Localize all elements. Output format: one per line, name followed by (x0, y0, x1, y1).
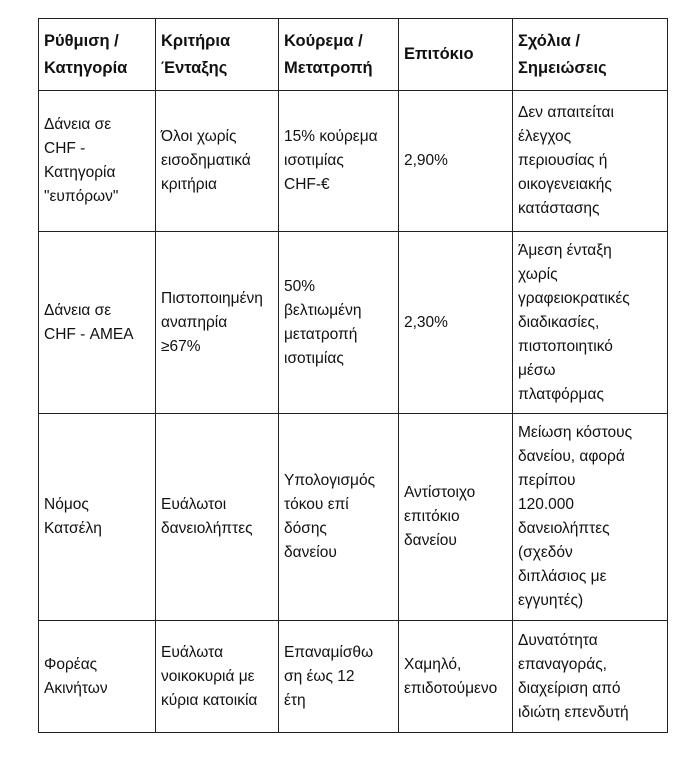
table-cell: 2,90% (398, 90, 513, 232)
header-cell: Κούρεμα / Μετατροπή (278, 18, 399, 91)
table-cell: Δάνεια σε CHF - Κατηγορία "ευπόρων" (38, 90, 156, 232)
table-row: Δάνεια σε CHF - ΑΜΕΑ Πιστοποιημένη αναπη… (38, 231, 668, 414)
table-cell: Χαμηλό, επιδοτούμενο (398, 620, 513, 733)
table-cell: Άμεση ένταξη χωρίς γραφειοκρατικές διαδι… (512, 231, 668, 414)
debt-settlement-table: Ρύθμιση / Κατηγορία Κριτήρια Ένταξης Κού… (38, 18, 668, 733)
header-cell: Ρύθμιση / Κατηγορία (38, 18, 156, 91)
table-cell: Μείωση κόστους δανείου, αφορά περίπου 12… (512, 413, 668, 621)
table-cell: 50% βελτιωμένη μετατροπή ισοτιμίας (278, 231, 399, 414)
header-cell: Επιτόκιο (398, 18, 513, 91)
table-row: Νόμος Κατσέλη Ευάλωτοι δανειολήπτες Υπολ… (38, 413, 668, 621)
table-cell: Επαναμίσθω ση έως 12 έτη (278, 620, 399, 733)
table-cell: Δεν απαιτείται έλεγχος περιουσίας ή οικο… (512, 90, 668, 232)
table-header-row: Ρύθμιση / Κατηγορία Κριτήρια Ένταξης Κού… (38, 18, 668, 91)
header-cell: Σχόλια / Σημειώσεις (512, 18, 668, 91)
table-cell: Δάνεια σε CHF - ΑΜΕΑ (38, 231, 156, 414)
table-cell: Ευάλωτοι δανειολήπτες (155, 413, 279, 621)
table-cell: Δυνατότητα επαναγοράς, διαχείριση από ιδ… (512, 620, 668, 733)
header-cell: Κριτήρια Ένταξης (155, 18, 279, 91)
table-cell: Όλοι χωρίς εισοδηματικά κριτήρια (155, 90, 279, 232)
table-row: Φορέας Ακινήτων Ευάλωτα νοικοκυριά με κύ… (38, 620, 668, 733)
table-cell: Φορέας Ακινήτων (38, 620, 156, 733)
table-cell: Νόμος Κατσέλη (38, 413, 156, 621)
table-cell: Πιστοποιημένη αναπηρία ≥67% (155, 231, 279, 414)
table-cell: 2,30% (398, 231, 513, 414)
table-cell: 15% κούρεμα ισοτιμίας CHF-€ (278, 90, 399, 232)
table-cell: Αντίστοιχο επιτόκιο δανείου (398, 413, 513, 621)
table-row: Δάνεια σε CHF - Κατηγορία "ευπόρων" Όλοι… (38, 90, 668, 232)
table-cell: Υπολογισμός τόκου επί δόσης δανείου (278, 413, 399, 621)
table-cell: Ευάλωτα νοικοκυριά με κύρια κατοικία (155, 620, 279, 733)
